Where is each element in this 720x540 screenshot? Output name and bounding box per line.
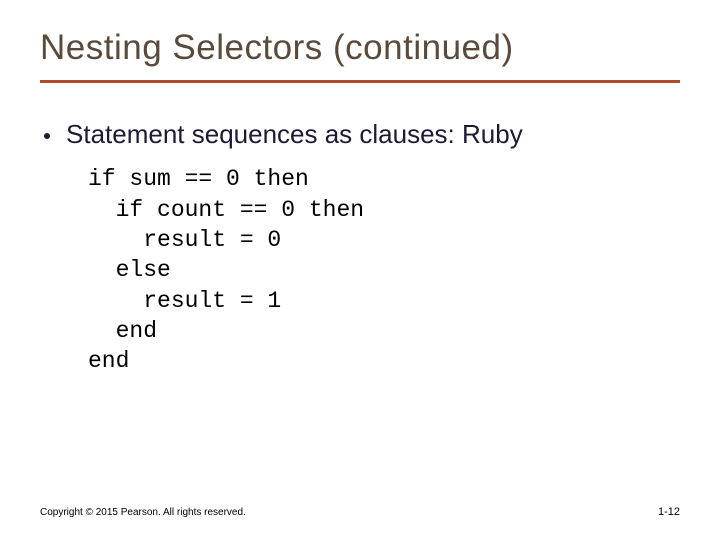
bullet-dot-icon: [44, 133, 50, 139]
slide-title: Nesting Selectors (continued): [40, 28, 680, 68]
slide: Nesting Selectors (continued) Statement …: [0, 0, 720, 540]
title-underline: [40, 80, 680, 83]
bullet-row: Statement sequences as clauses: Ruby: [40, 119, 680, 150]
copyright-footer: Copyright © 2015 Pearson. All rights res…: [40, 507, 246, 518]
page-number: 1-12: [658, 506, 680, 518]
bullet-text: Statement sequences as clauses: Ruby: [66, 119, 523, 150]
code-block: if sum == 0 then if count == 0 then resu…: [88, 164, 680, 377]
